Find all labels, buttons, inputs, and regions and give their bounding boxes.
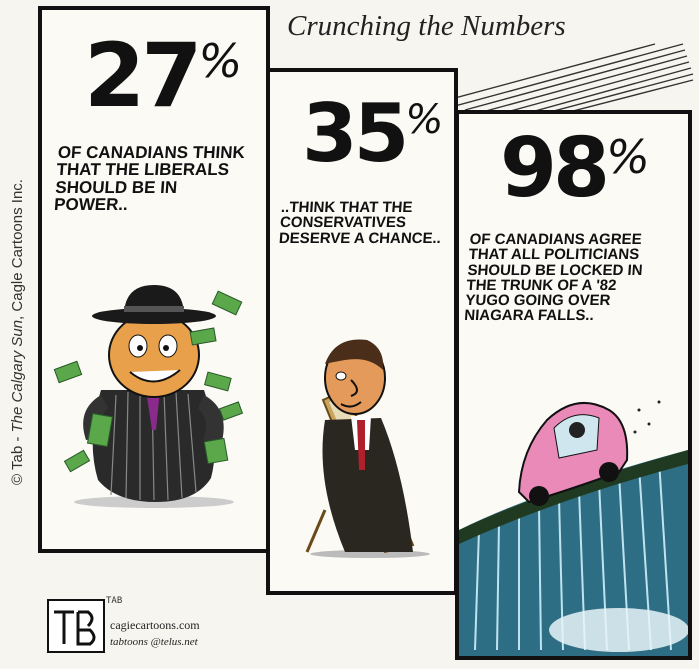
cartoon-title: Crunching the Numbers (287, 10, 566, 42)
panel-3-number: 98% (500, 128, 650, 210)
money-man-illustration (53, 285, 244, 508)
panel-1-number: 27% (84, 32, 242, 120)
mirror-man-illustration (305, 339, 430, 558)
panel-1-caption: OF CANADIANS THINK THAT THE LIBERALS SHO… (53, 143, 246, 214)
credit-suffix: , Cagle Cartoons Inc. (9, 179, 26, 320)
panel-2-number-value: 35 (302, 87, 409, 180)
panel-3-caption: OF CANADIANS AGREE THAT ALL POLITICIANS … (463, 231, 644, 325)
panel-1-percent: % (198, 34, 243, 88)
panel-2-percent: % (405, 97, 444, 143)
credit-prefix: © Tab - (9, 432, 26, 485)
signature-tag: TAB (106, 596, 123, 606)
panel-2-caption: ..THINK THAT THE CONSERVATIVES DESERVE A… (278, 199, 442, 247)
panel-3-percent: % (606, 130, 650, 184)
credit-paper: The Calgary Sun (9, 319, 26, 433)
yugo-waterfall-illustration (459, 400, 688, 656)
panel-3-number-value: 98 (500, 121, 610, 216)
signature-site: cagiecartoons.com (110, 618, 200, 632)
tab-logo-icon (47, 599, 105, 653)
panel-1-number-value: 27 (84, 24, 202, 127)
credit-line: © Tab - The Calgary Sun, Cagle Cartoons … (9, 52, 27, 612)
signature-logo: TAB cagiecartoons.com tabtoons @telus.ne… (42, 596, 262, 658)
panel-2-number: 35% (302, 94, 443, 174)
signature-email: tabtoons @telus.net (110, 636, 198, 648)
